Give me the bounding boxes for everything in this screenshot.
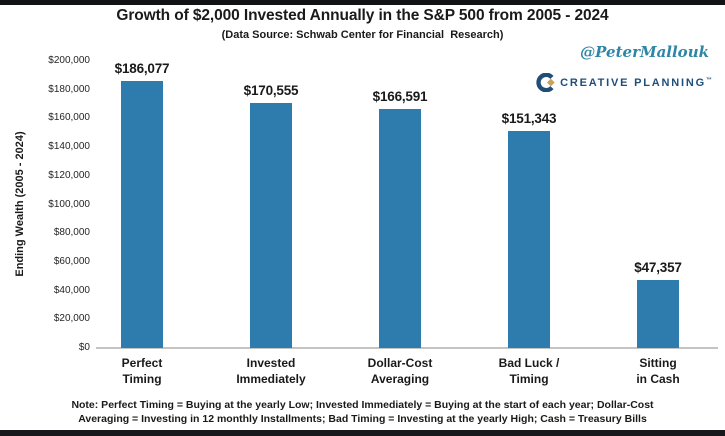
top-black-border [0, 0, 725, 5]
y-tick-label: $40,000 [53, 285, 90, 296]
bar-value-label: $47,357 [634, 260, 682, 275]
trademark-symbol: ™ [706, 76, 712, 83]
bar-value-label: $186,077 [114, 61, 170, 76]
y-tick-label: $180,000 [48, 84, 90, 95]
bar-value-label: $166,591 [372, 89, 428, 104]
y-tick-label: $0 [78, 342, 90, 353]
category-label: Sitting in Cash [636, 356, 680, 386]
footnote-line: Note: Perfect Timing = Buying at the yea… [71, 399, 654, 411]
y-tick-label: $100,000 [48, 199, 90, 210]
chart-subtitle: (Data Source: Schwab Center for Financia… [221, 29, 504, 41]
y-tick-label: $20,000 [53, 313, 90, 324]
category-label: Dollar-Cost Averaging [367, 356, 433, 386]
y-tick-label: $140,000 [48, 141, 90, 152]
bar-3 [379, 109, 421, 348]
bottom-black-border [0, 430, 725, 436]
category-label: Perfect Timing [121, 356, 163, 386]
creative-planning-c-icon [536, 73, 555, 92]
bar-1 [121, 81, 163, 348]
footnote-line: Averaging = Investing in 12 monthly Inst… [78, 413, 647, 425]
y-tick-label: $160,000 [48, 112, 90, 123]
bar-2 [250, 103, 292, 348]
creative-planning-wordmark: CREATIVE PLANNING™ [560, 76, 712, 89]
bar-5 [637, 280, 679, 348]
y-tick-label: $200,000 [48, 55, 90, 66]
category-label: Invested Immediately [236, 356, 306, 386]
bar-4 [508, 131, 550, 348]
y-tick-label: $120,000 [48, 170, 90, 181]
chart-title: Growth of $2,000 Invested Annually in th… [116, 7, 609, 24]
bar-value-label: $151,343 [501, 111, 557, 126]
creative-planning-logo: CREATIVE PLANNING™ [536, 73, 712, 92]
twitter-handle: @PeterMallouk [580, 43, 709, 61]
bar-value-label: $170,555 [243, 83, 299, 98]
category-label: Bad Luck / Timing [498, 356, 560, 386]
footnote: Note: Perfect Timing = Buying at the yea… [0, 398, 725, 426]
x-axis-line [96, 347, 718, 349]
y-tick-label: $80,000 [53, 227, 90, 238]
y-tick-label: $60,000 [53, 256, 90, 267]
